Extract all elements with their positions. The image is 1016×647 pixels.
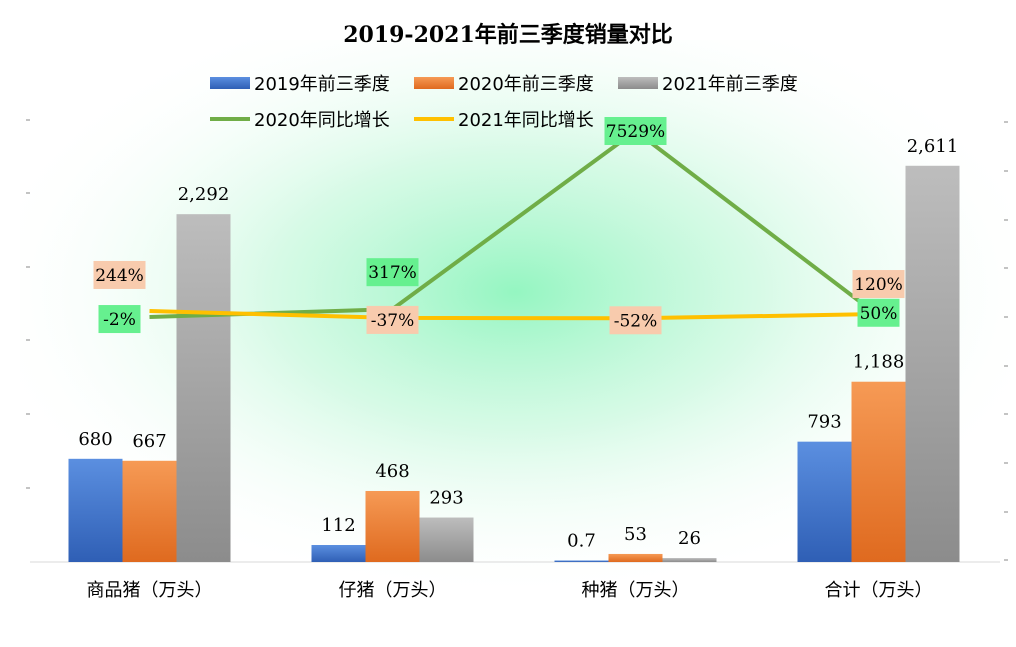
bar <box>662 558 717 562</box>
bar-data-label: 112 <box>321 515 355 536</box>
chart-title: 2019-2021年前三季度销量对比 <box>343 22 673 48</box>
bar-data-label: 26 <box>678 528 701 549</box>
legend: 2019年前三季度 2020年前三季度 2021年前三季度 2020年同比增长 2021… <box>210 74 798 131</box>
line-label-box <box>609 306 662 335</box>
legend-label: 2021年前三季度 <box>662 74 798 95</box>
legend-swatch <box>618 77 658 89</box>
line-label-box <box>93 260 146 289</box>
bar <box>311 545 366 562</box>
line-label-box <box>366 305 419 334</box>
category-label: 商品猪（万头） <box>87 580 213 601</box>
bar-data-label: 2,611 <box>907 136 959 157</box>
line-label-box <box>98 305 141 334</box>
bar <box>176 214 231 562</box>
legend-label: 2019年前三季度 <box>254 74 390 95</box>
legend-label: 2020年同比增长 <box>254 110 390 131</box>
line-data-label: -2% <box>103 310 136 330</box>
bar <box>608 553 663 562</box>
bar-data-label: 0.7 <box>567 531 596 552</box>
line-data-label: -52% <box>614 311 658 331</box>
line-data-label: 244% <box>95 266 144 286</box>
bar-data-label: 1,188 <box>853 352 905 373</box>
line-data-label: 317% <box>368 263 417 283</box>
category-label: 仔猪（万头） <box>339 580 447 601</box>
legend-label: 2020年前三季度 <box>458 74 594 95</box>
bar <box>851 381 906 562</box>
bar-labels: 680 112 0.7 793 667 468 53 1,188 2,292 293 26 2,611 <box>78 136 958 552</box>
legend-label: 2021年同比增长 <box>458 110 594 131</box>
line-data-label: 7529% <box>606 122 665 142</box>
bar <box>554 560 609 562</box>
line-data-label: 120% <box>854 275 903 295</box>
bar-data-label: 468 <box>375 461 409 482</box>
line-data-label: -37% <box>371 311 415 331</box>
bar <box>365 490 420 562</box>
legend-swatch <box>414 77 454 89</box>
line-label-box <box>604 117 667 145</box>
bar-data-label: 680 <box>78 429 112 450</box>
bar <box>122 460 177 562</box>
line-label-box <box>366 258 419 287</box>
line-label-box <box>857 298 900 327</box>
line-series-2021-growth <box>149 308 879 321</box>
category-label: 合计（万头） <box>825 580 933 601</box>
line-label-box <box>852 270 905 299</box>
bar-data-label: 53 <box>624 524 647 545</box>
bar-data-label: 2,292 <box>178 184 230 205</box>
bar-data-label: 667 <box>132 431 166 452</box>
bars <box>68 165 960 563</box>
line-data-label: 50% <box>860 304 898 324</box>
lines <box>149 129 880 321</box>
line-labels: -2% 317% 7529% 50% 244% -37% -52% 120% <box>93 117 905 335</box>
bar <box>797 441 852 562</box>
bar <box>905 165 960 563</box>
bar <box>68 458 123 562</box>
category-label: 种猪（万头） <box>582 580 690 601</box>
category-labels: 商品猪（万头） 仔猪（万头） 种猪（万头） 合计（万头） <box>87 580 933 601</box>
legend-swatch <box>210 77 250 89</box>
bar <box>419 517 474 562</box>
bar-data-label: 293 <box>429 488 463 509</box>
bar-data-label: 793 <box>807 412 841 433</box>
